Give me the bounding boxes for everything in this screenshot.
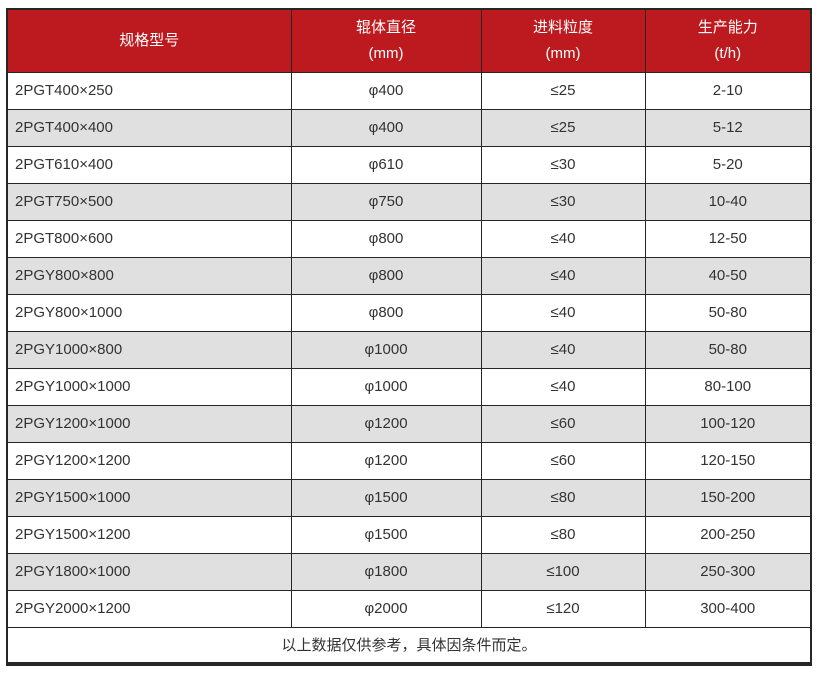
feed-size-cell: ≤80: [480, 478, 646, 517]
diameter-cell: φ1500: [290, 478, 482, 517]
table-row: 2PGT800×600 φ800 ≤40 12-50: [6, 219, 812, 258]
capacity-cell: 5-12: [644, 108, 812, 147]
footnote-row: 以上数据仅供参考，具体因条件而定。: [6, 626, 812, 665]
table-row: 2PGY1500×1200 φ1500 ≤80 200-250: [6, 515, 812, 554]
feed-size-cell: ≤40: [480, 219, 646, 258]
table-row: 2PGY1500×1000 φ1500 ≤80 150-200: [6, 478, 812, 517]
model-cell: 2PGT610×400: [6, 145, 292, 184]
capacity-cell: 40-50: [644, 256, 812, 295]
table-row: 2PGY800×800 φ800 ≤40 40-50: [6, 256, 812, 295]
capacity-cell: 5-20: [644, 145, 812, 184]
diameter-cell: φ1000: [290, 367, 482, 406]
diameter-cell: φ1800: [290, 552, 482, 591]
model-cell: 2PGT400×250: [6, 71, 292, 110]
feed-size-cell: ≤60: [480, 441, 646, 480]
feed-size-cell: ≤40: [480, 330, 646, 369]
diameter-cell: φ400: [290, 108, 482, 147]
model-cell: 2PGY800×1000: [6, 293, 292, 332]
table-row: 2PGT750×500 φ750 ≤30 10-40: [6, 182, 812, 221]
model-cell: 2PGY1000×800: [6, 330, 292, 369]
header-capacity-label: 生产能力: [697, 18, 758, 36]
diameter-cell: φ750: [290, 182, 482, 221]
feed-size-cell: ≤100: [480, 552, 646, 591]
capacity-cell: 300-400: [644, 589, 812, 628]
table-row: 2PGT400×400 φ400 ≤25 5-12: [6, 108, 812, 147]
table-row: 2PGY1000×800 φ1000 ≤40 50-80: [6, 330, 812, 369]
header-model: 规格型号: [6, 8, 292, 73]
capacity-cell: 250-300: [644, 552, 812, 591]
capacity-cell: 200-250: [644, 515, 812, 554]
capacity-cell: 10-40: [644, 182, 812, 221]
capacity-cell: 2-10: [644, 71, 812, 110]
header-roller-diameter: 辊体直径 (mm): [290, 8, 482, 73]
model-cell: 2PGY1200×1000: [6, 404, 292, 443]
model-cell: 2PGT800×600: [6, 219, 292, 258]
model-cell: 2PGY2000×1200: [6, 589, 292, 628]
diameter-cell: φ610: [290, 145, 482, 184]
model-cell: 2PGY1200×1200: [6, 441, 292, 480]
table-row: 2PGY1200×1000 φ1200 ≤60 100-120: [6, 404, 812, 443]
table-row: 2PGT400×250 φ400 ≤25 2-10: [6, 71, 812, 110]
diameter-cell: φ400: [290, 71, 482, 110]
capacity-cell: 50-80: [644, 330, 812, 369]
model-cell: 2PGY1800×1000: [6, 552, 292, 591]
feed-size-cell: ≤25: [480, 108, 646, 147]
diameter-cell: φ1000: [290, 330, 482, 369]
header-model-label: 规格型号: [119, 31, 180, 49]
feed-size-cell: ≤30: [480, 182, 646, 221]
table-row: 2PGY1800×1000 φ1800 ≤100 250-300: [6, 552, 812, 591]
feed-size-cell: ≤40: [480, 367, 646, 406]
capacity-cell: 12-50: [644, 219, 812, 258]
diameter-cell: φ800: [290, 256, 482, 295]
model-cell: 2PGY1500×1000: [6, 478, 292, 517]
diameter-cell: φ1200: [290, 404, 482, 443]
header-capacity: 生产能力 (t/h): [644, 8, 812, 73]
feed-size-cell: ≤25: [480, 71, 646, 110]
feed-size-cell: ≤30: [480, 145, 646, 184]
model-cell: 2PGY1500×1200: [6, 515, 292, 554]
capacity-cell: 80-100: [644, 367, 812, 406]
header-feed-size-unit: (mm): [545, 44, 581, 62]
diameter-cell: φ1500: [290, 515, 482, 554]
table-row: 2PGY1200×1200 φ1200 ≤60 120-150: [6, 441, 812, 480]
header-roller-diameter-unit: (mm): [368, 44, 404, 62]
diameter-cell: φ800: [290, 293, 482, 332]
capacity-cell: 150-200: [644, 478, 812, 517]
feed-size-cell: ≤120: [480, 589, 646, 628]
model-cell: 2PGT750×500: [6, 182, 292, 221]
table-row: 2PGY2000×1200 φ2000 ≤120 300-400: [6, 589, 812, 628]
table-row: 2PGY800×1000 φ800 ≤40 50-80: [6, 293, 812, 332]
header-roller-diameter-label: 辊体直径: [355, 18, 416, 36]
capacity-cell: 50-80: [644, 293, 812, 332]
header-feed-size: 进料粒度 (mm): [480, 8, 646, 73]
diameter-cell: φ1200: [290, 441, 482, 480]
capacity-cell: 100-120: [644, 404, 812, 443]
header-row: 规格型号 辊体直径 (mm) 进料粒度 (mm) 生产能力 (t/h): [6, 8, 812, 73]
model-cell: 2PGT400×400: [6, 108, 292, 147]
table-row: 2PGT610×400 φ610 ≤30 5-20: [6, 145, 812, 184]
spec-table: 规格型号 辊体直径 (mm) 进料粒度 (mm) 生产能力 (t/h) 2PGT…: [6, 8, 812, 666]
header-capacity-unit: (t/h): [714, 44, 742, 62]
feed-size-cell: ≤60: [480, 404, 646, 443]
feed-size-cell: ≤40: [480, 256, 646, 295]
capacity-cell: 120-150: [644, 441, 812, 480]
footnote: 以上数据仅供参考，具体因条件而定。: [6, 626, 812, 665]
model-cell: 2PGY800×800: [6, 256, 292, 295]
table-row: 2PGY1000×1000 φ1000 ≤40 80-100: [6, 367, 812, 406]
table-body: 2PGT400×250 φ400 ≤25 2-10 2PGT400×400 φ400 ≤25…: [6, 71, 812, 628]
feed-size-cell: ≤80: [480, 515, 646, 554]
model-cell: 2PGY1000×1000: [6, 367, 292, 406]
diameter-cell: φ800: [290, 219, 482, 258]
header-feed-size-label: 进料粒度: [532, 18, 593, 36]
diameter-cell: φ2000: [290, 589, 482, 628]
feed-size-cell: ≤40: [480, 293, 646, 332]
